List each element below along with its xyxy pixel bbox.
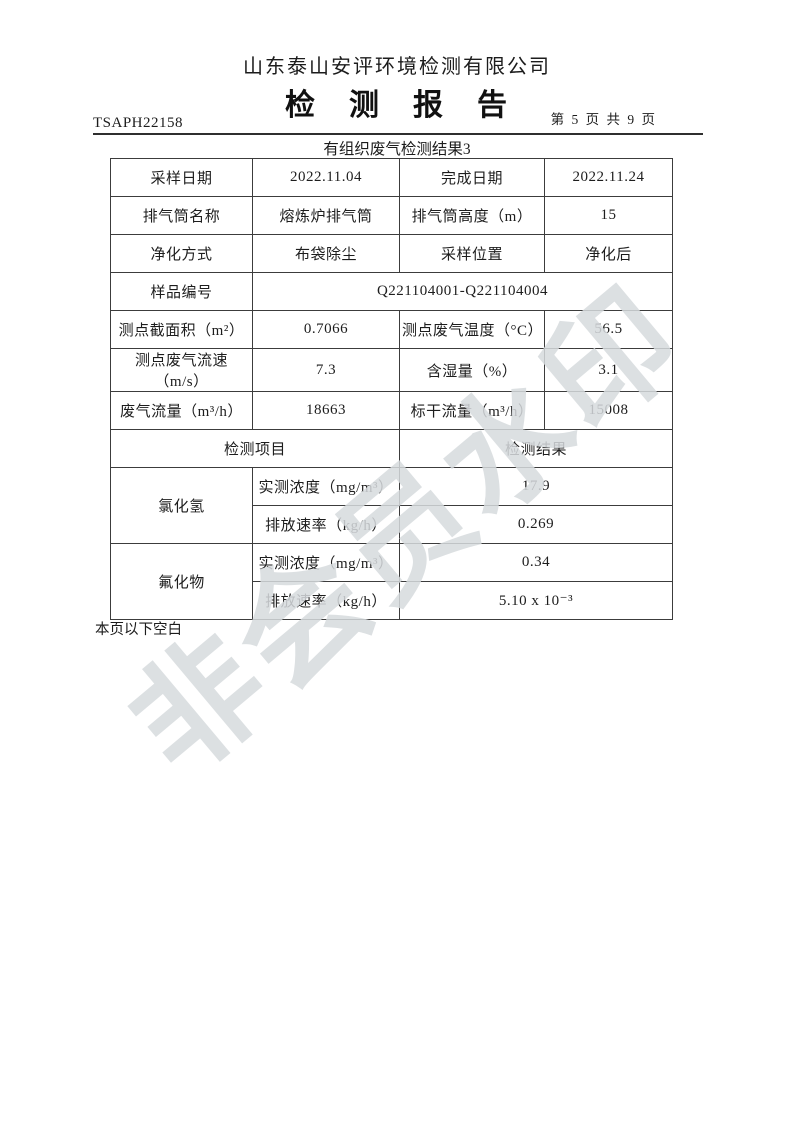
parameter-value-cell: 0.34	[399, 543, 673, 582]
parameter-label-cell: 排放速率（kg/h）	[252, 581, 400, 620]
table-title: 有组织废气检测结果3	[323, 141, 471, 158]
sample-id-label-cell: 样品编号	[110, 272, 253, 311]
table-row: 排放速率（kg/h） 0.269	[111, 505, 673, 544]
table-row: 氟化物 实测浓度（mg/m³） 0.34	[110, 543, 673, 620]
info-value-cell: 7.3	[252, 348, 400, 392]
table-row: 氯化氢 实测浓度（mg/m³） 17.9	[110, 467, 673, 544]
table-row: 测点截面积（m²） 0.7066 测点废气温度（°C） 56.5	[110, 310, 673, 349]
info-value-cell: 0.7066	[252, 310, 400, 349]
results-table: 采样日期 2022.11.04 完成日期 2022.11.24 排气筒名称 熔炼…	[110, 158, 673, 620]
info-label-cell: 采样位置	[399, 234, 545, 273]
table-row: 样品编号 Q221104001-Q221104004	[110, 272, 673, 311]
info-label-cell: 含湿量（%）	[399, 348, 545, 392]
parameter-value-cell: 5.10 x 10⁻³	[399, 581, 673, 620]
results-header-item-cell: 检测项目	[110, 429, 400, 468]
footer-note: 本页以下空白	[95, 622, 182, 638]
table-row: 测点废气流速（m/s） 7.3 含湿量（%） 3.1	[110, 348, 673, 392]
table-row: 净化方式 布袋除尘 采样位置 净化后	[110, 234, 673, 273]
info-label-cell: 测点截面积（m²）	[110, 310, 253, 349]
info-value-cell: 熔炼炉排气筒	[252, 196, 400, 235]
parameter-label-cell: 实测浓度（mg/m³）	[252, 467, 400, 506]
report-number: TSAPH22158	[93, 115, 184, 131]
parameter-value-cell: 17.9	[399, 467, 673, 506]
info-label-cell: 排气筒名称	[110, 196, 253, 235]
info-value-cell: 15	[544, 196, 673, 235]
parameter-label-cell: 实测浓度（mg/m³）	[252, 543, 400, 582]
info-value-cell: 布袋除尘	[252, 234, 400, 273]
pollutant-name-cell: 氟化物	[110, 543, 253, 620]
results-header-result-cell: 检测结果	[399, 429, 673, 468]
info-value-cell: 3.1	[544, 348, 673, 392]
info-value-cell: 2022.11.24	[544, 158, 673, 197]
info-label-cell: 完成日期	[399, 158, 545, 197]
table-row: 检测项目 检测结果	[110, 429, 673, 468]
info-label-cell: 测点废气流速（m/s）	[110, 348, 253, 392]
info-value-cell: 净化后	[544, 234, 673, 273]
parameter-value-cell: 0.269	[399, 505, 673, 544]
report-title: 检 测 报 告	[285, 89, 509, 122]
sample-id-value-cell: Q221104001-Q221104004	[252, 272, 673, 311]
info-label-cell: 排气筒高度（m）	[399, 196, 545, 235]
table-row: 排放速率（kg/h） 5.10 x 10⁻³	[111, 581, 673, 620]
info-value-cell: 18663	[252, 391, 400, 430]
info-label-cell: 测点废气温度（°C）	[399, 310, 545, 349]
table-row: 废气流量（m³/h） 18663 标干流量（m³/h） 15008	[110, 391, 673, 430]
table-row: 采样日期 2022.11.04 完成日期 2022.11.24	[110, 158, 673, 197]
info-label-cell: 采样日期	[110, 158, 253, 197]
info-value-cell: 56.5	[544, 310, 673, 349]
company-name: 山东泰山安评环境检测有限公司	[243, 56, 551, 78]
info-value-cell: 15008	[544, 391, 673, 430]
table-row: 排气筒名称 熔炼炉排气筒 排气筒高度（m） 15	[110, 196, 673, 235]
info-label-cell: 标干流量（m³/h）	[399, 391, 545, 430]
info-value-cell: 2022.11.04	[252, 158, 400, 197]
pollutant-name-cell: 氯化氢	[110, 467, 253, 544]
parameter-label-cell: 排放速率（kg/h）	[252, 505, 400, 544]
info-label-cell: 净化方式	[110, 234, 253, 273]
page-number-indicator: 第 5 页 共 9 页	[550, 112, 657, 127]
info-label-cell: 废气流量（m³/h）	[110, 391, 253, 430]
header-rule: TSAPH22158 第 5 页 共 9 页	[93, 108, 703, 135]
